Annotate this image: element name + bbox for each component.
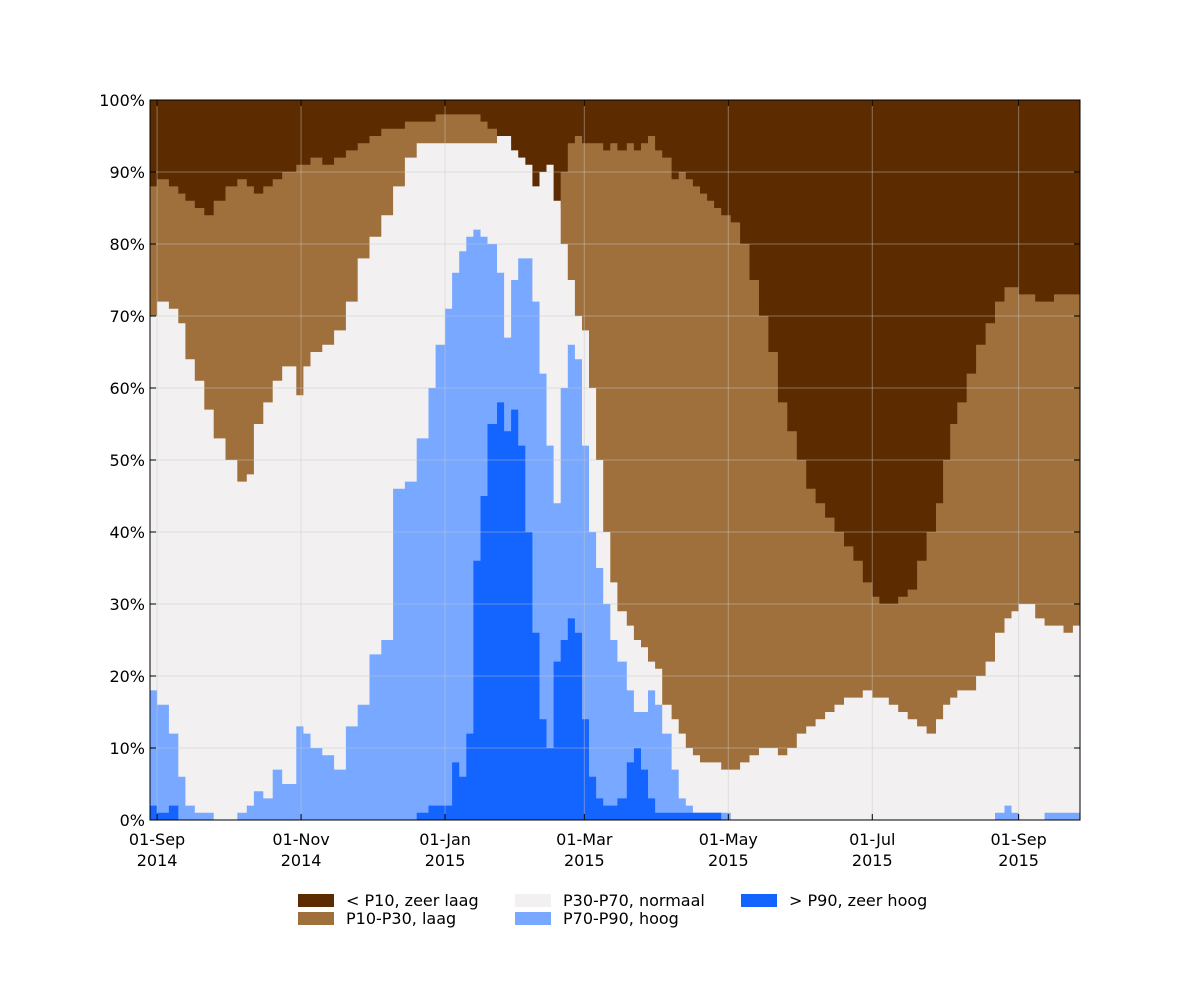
y-tick-label: 50% [109,451,145,470]
x-tick-label: 01-May [699,830,758,849]
legend-label-p70-p90: P70-P90, hoog [563,908,679,928]
legend-item-gt-p90: > P90, zeer hoog [741,890,927,910]
legend-swatch-p10-p30 [298,911,334,925]
area-p70-p90 [150,229,1080,821]
y-tick-label: 0% [120,811,145,830]
gridlines [150,99,1080,821]
stacked-areas [150,100,1080,821]
x-tick-label: 01-Nov [272,830,329,849]
y-tick-label: 80% [109,235,145,254]
legend-label-p30-p70: P30-P70, normaal [563,890,705,910]
x-tick-label: 01-Sep [129,830,185,849]
legend: < P10, zeer laag P10-P30, laag P30-P70, … [298,888,998,932]
y-tick-label: 70% [109,307,145,326]
x-tick-label-year: 2014 [281,851,322,870]
legend-swatch-p70-p90 [515,911,551,925]
legend-item-p30-p70: P30-P70, normaal [515,890,705,910]
legend-label-p10-p30: P10-P30, laag [346,908,457,928]
x-tick-label-year: 2015 [564,851,605,870]
x-tick-label-year: 2015 [852,851,893,870]
x-tick-label: 01-Jan [419,830,471,849]
x-tick-label-year: 2014 [137,851,178,870]
legend-swatch-p30-p70 [515,893,551,907]
x-tick-label: 01-Jul [849,830,895,849]
legend-item-p70-p90: P70-P90, hoog [515,908,679,928]
y-axis: 0% 10% 20% 30% 40% 50% 60% 70% 80% 90% 100% [99,91,1080,830]
legend-swatch-lt-p10 [298,893,334,907]
x-tick-label-year: 2015 [708,851,749,870]
x-tick-label: 01-Mar [556,830,613,849]
x-tick-label-year: 2015 [998,851,1039,870]
legend-swatch-gt-p90 [741,893,777,907]
y-tick-label: 20% [109,667,145,686]
y-tick-label: 10% [109,739,145,758]
x-tick-label-year: 2015 [425,851,466,870]
y-tick-label: 30% [109,595,145,614]
y-tick-label: 60% [109,379,145,398]
y-tick-label: 90% [109,163,145,182]
legend-item-p10-p30: P10-P30, laag [298,908,456,928]
legend-label-lt-p10: < P10, zeer laag [346,890,479,910]
x-tick-label: 01-Sep [990,830,1046,849]
y-tick-label: 100% [99,91,145,110]
y-tick-label: 40% [109,523,145,542]
legend-label-gt-p90: > P90, zeer hoog [789,890,928,910]
x-axis: 01-Sep 2014 01-Nov 2014 01-Jan 2015 01-Mar 2015… [129,100,1047,870]
legend-item-lt-p10: < P10, zeer laag [298,890,479,910]
